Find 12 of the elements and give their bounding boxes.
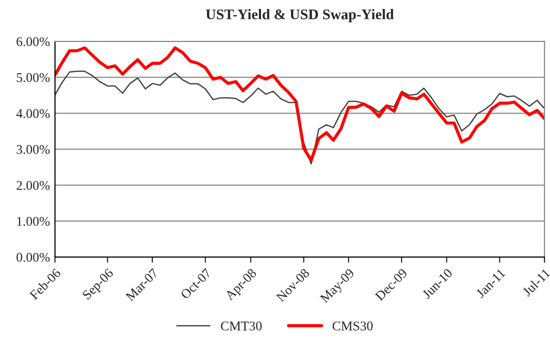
- chart-title: UST-Yield & USD Swap-Yield: [206, 9, 394, 22]
- line-series: [55, 46, 544, 162]
- y-tick-label: 0.00%: [16, 252, 50, 262]
- y-tick-label: 2.00%: [16, 180, 50, 190]
- y-tick-label: 3.00%: [16, 145, 50, 154]
- y-tick-label: 4.00%: [16, 109, 50, 118]
- legend-label: CMS30: [332, 322, 373, 330]
- y-tick-label: 1.00%: [17, 216, 50, 226]
- y-tick-label: 6.00%: [16, 37, 50, 46]
- legend-label: CMT30: [220, 322, 262, 330]
- line-series: [55, 70, 544, 165]
- y-tick-label: 5.00%: [16, 73, 50, 82]
